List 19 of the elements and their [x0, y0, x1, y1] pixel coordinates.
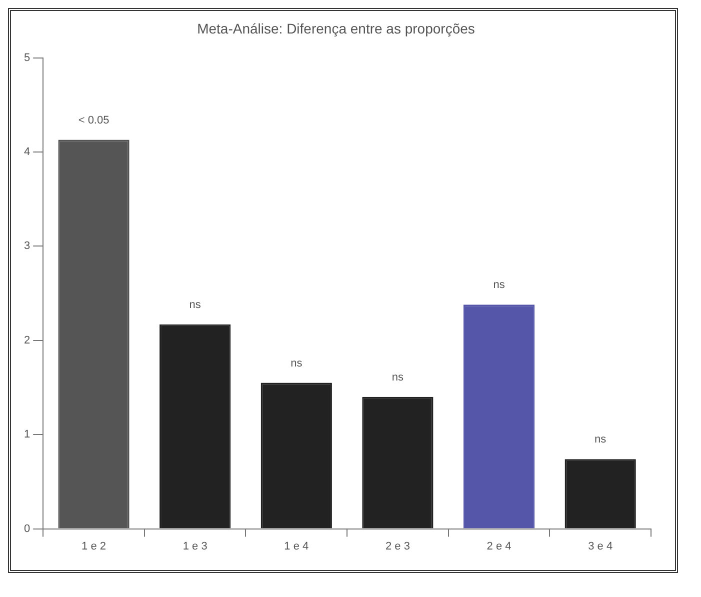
y-tick-label: 1: [24, 428, 30, 441]
x-tick-label: 1 e 2: [82, 540, 106, 552]
chart-title: Meta-Análise: Diferença entre as proporções: [197, 20, 475, 36]
x-tick-label: 2 e 4: [486, 540, 512, 552]
annotation: ns: [189, 298, 202, 311]
x-tick-label: 1 e 4: [284, 540, 309, 552]
annotation: ns: [290, 357, 303, 370]
annotation: ns: [493, 279, 506, 292]
x-tick-label: 3 e 4: [588, 540, 613, 552]
x-tick-label: 1 e 3: [182, 540, 208, 552]
y-tick-label: 5: [24, 52, 30, 64]
annotation: ns: [392, 371, 404, 384]
y-tick-label: 0: [24, 522, 30, 535]
y-tick-label: 2: [24, 334, 30, 346]
x-tick-label: 2 e 3: [385, 540, 410, 552]
annotation: < 0.05: [78, 114, 110, 126]
annotation: ns: [594, 434, 607, 446]
y-tick-label: 3: [24, 240, 30, 252]
y-tick-label: 4: [24, 146, 30, 158]
